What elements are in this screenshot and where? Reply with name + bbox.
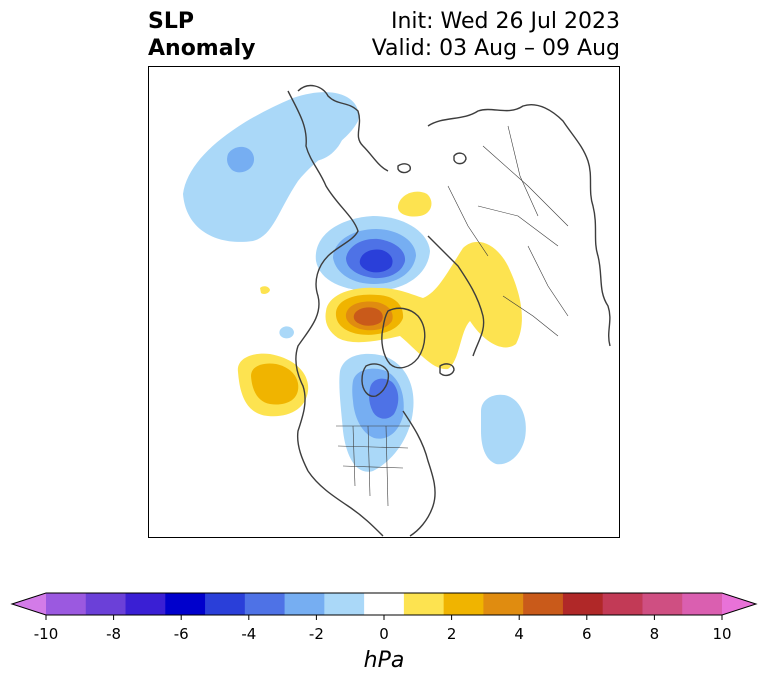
alaska-low-extension: [296, 114, 346, 161]
arctic-low-core: [359, 249, 393, 273]
valid-range: Valid: 03 Aug – 09 Aug: [371, 36, 620, 61]
colorbar-swatch: [85, 593, 127, 615]
coastlines: [287, 84, 611, 537]
colorbar-swatch: [682, 593, 723, 615]
ne-pacific-high-yellow: [251, 363, 299, 405]
colorbar-ticks: -10 -8 -6 -4 -2 0 2 4 6 8 10: [34, 615, 732, 643]
greenland-high-core: [353, 307, 383, 326]
siberia-high-light: [397, 191, 432, 217]
colorbar-tick-label: 4: [514, 625, 524, 643]
small-low-spot: [279, 326, 294, 339]
colorbar-swatch: [562, 593, 604, 615]
colorbar: -10 -8 -6 -4 -2 0 2 4 6 8 10 hPa: [10, 592, 758, 673]
colorbar-swatch: [602, 593, 643, 615]
colorbar-boxes: [10, 592, 758, 616]
anomaly-contours: [183, 92, 526, 472]
colorbar-tick-label: -6: [174, 625, 189, 643]
small-high-spot: [260, 286, 270, 294]
colorbar-swatch: [46, 593, 87, 615]
forecast-info: Init: Wed 26 Jul 2023 Valid: 03 Aug – 09…: [372, 8, 620, 62]
colorbar-swatch: [205, 593, 246, 615]
colorbar-swatch: [403, 593, 445, 615]
greenland-high-light: [325, 241, 522, 370]
colorbar-swatch: [165, 593, 206, 615]
colorbar-swatch: [523, 593, 564, 615]
colorbar-tick-label: -8: [106, 625, 121, 643]
colorbar-extend-high: [722, 593, 756, 615]
colorbar-tick-label: 8: [650, 625, 660, 643]
country-borders: [336, 125, 569, 507]
colorbar-swatch: [244, 593, 286, 615]
atlantic-low-light: [481, 394, 526, 465]
pacific-low-medium: [227, 146, 255, 173]
colorbar-tick-label: -10: [34, 625, 59, 643]
colorbar-swatch: [483, 593, 524, 615]
colorbar-swatch: [642, 593, 683, 615]
colorbar-tick-label: 6: [582, 625, 592, 643]
title-variable: SLP: [148, 9, 194, 34]
colorbar-swatch: [443, 593, 484, 615]
colorbar-swatch: [364, 593, 405, 615]
colorbar-swatch: [284, 593, 325, 615]
slp-anomaly-map: [148, 66, 620, 538]
colorbar-swatch: [324, 593, 365, 615]
colorbar-unit: hPa: [364, 648, 405, 673]
colorbar-tick-label: -2: [309, 625, 324, 643]
map-frame: [148, 66, 620, 538]
colorbar-tick-label: 0: [379, 625, 389, 643]
colorbar-tick-label: 10: [712, 625, 731, 643]
canada-low-blue: [369, 378, 399, 419]
title-type: Anomaly: [148, 36, 256, 61]
colorbar-swatch: [125, 593, 166, 615]
colorbar-tick-label: 2: [447, 625, 457, 643]
colorbar-tick-label: -4: [241, 625, 256, 643]
colorbar-extend-low: [12, 593, 46, 615]
init-date: Init: Wed 26 Jul 2023: [390, 9, 620, 34]
map-title: SLP Anomaly: [148, 8, 255, 62]
